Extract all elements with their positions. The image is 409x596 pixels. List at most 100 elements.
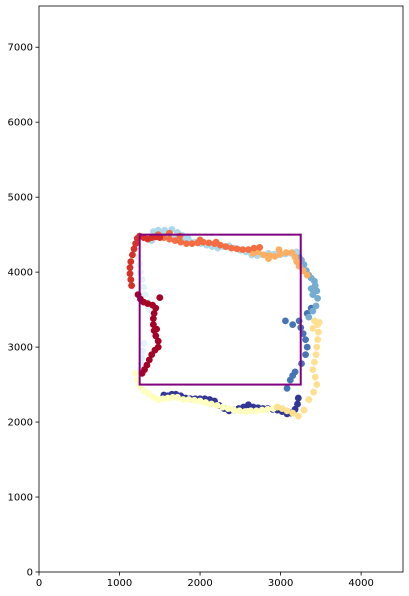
data-point: [303, 343, 311, 351]
data-point: [169, 393, 177, 401]
data-point: [309, 307, 317, 315]
data-point: [222, 243, 230, 251]
data-point: [224, 405, 232, 412]
x-tick-label: 2000: [187, 578, 212, 589]
data-point: [309, 366, 317, 373]
data-point: [188, 240, 196, 248]
data-point: [239, 246, 247, 254]
data-point: [309, 291, 317, 299]
y-tick-label: 4000: [8, 268, 33, 279]
data-point: [145, 356, 153, 364]
y-axis: 0 1000 2000 3000 4000 5000 6000 7000: [8, 43, 39, 579]
data-point: [264, 405, 272, 413]
x-tick-label: 1000: [107, 578, 132, 589]
data-point: [315, 318, 323, 326]
data-point: [207, 400, 215, 408]
data-point: [265, 255, 272, 263]
data-point: [305, 396, 313, 403]
data-point: [256, 243, 264, 251]
data-point: [289, 321, 297, 329]
data-point: [184, 234, 192, 242]
y-tick-label: 6000: [8, 118, 33, 129]
data-point: [126, 264, 134, 272]
data-point: [145, 390, 152, 397]
data-point: [191, 396, 198, 404]
data-point: [241, 408, 249, 415]
data-point: [247, 407, 255, 415]
data-point: [205, 239, 213, 247]
data-point: [132, 369, 140, 377]
data-point: [309, 324, 317, 332]
data-point: [153, 325, 160, 333]
data-point: [140, 283, 148, 291]
data-point: [312, 302, 320, 310]
data-point: [196, 397, 204, 405]
data-point: [303, 271, 311, 279]
data-point: [127, 276, 135, 284]
data-point: [289, 409, 297, 417]
y-tick-label: 3000: [8, 343, 33, 354]
data-point: [150, 309, 158, 317]
x-tick-label: 3000: [268, 578, 293, 589]
region-outline: [138, 233, 302, 386]
data-point: [212, 238, 220, 246]
data-point: [177, 238, 185, 246]
data-point: [126, 270, 134, 278]
data-point: [282, 317, 289, 325]
data-point: [166, 235, 173, 243]
data-points: [126, 226, 323, 420]
data-point: [307, 285, 315, 293]
data-point: [154, 337, 162, 345]
data-point: [302, 351, 309, 358]
data-point: [141, 291, 149, 299]
data-point: [253, 407, 260, 415]
series-10: [134, 291, 164, 377]
data-point: [228, 244, 235, 252]
data-point: [244, 246, 252, 254]
data-point: [314, 294, 322, 302]
region-rectangle: [138, 233, 302, 386]
data-point: [294, 400, 301, 408]
data-point: [171, 237, 179, 245]
data-point: [202, 399, 210, 406]
data-point: [236, 407, 243, 415]
y-tick-label: 7000: [8, 43, 33, 54]
plot-frame: [38, 5, 404, 573]
x-tick-label: 0: [36, 578, 42, 589]
data-point: [148, 351, 156, 358]
data-point: [315, 328, 322, 336]
data-point: [130, 245, 138, 253]
data-point: [179, 396, 187, 403]
data-point: [305, 313, 313, 321]
y-tick-label: 5000: [8, 193, 33, 204]
data-point: [174, 393, 181, 401]
data-point: [156, 294, 164, 302]
data-point: [314, 336, 322, 343]
data-point: [294, 394, 302, 402]
data-point: [311, 373, 319, 381]
data-point: [312, 351, 320, 358]
data-point: [302, 336, 309, 343]
data-point: [283, 407, 291, 415]
y-tick-label: 0: [27, 568, 33, 579]
data-point: [313, 381, 321, 388]
y-tick-label: 1000: [8, 493, 33, 504]
data-point: [129, 251, 136, 259]
data-point: [185, 396, 193, 403]
x-tick-label: 4000: [348, 578, 373, 589]
data-point: [310, 388, 318, 396]
data-point: [300, 406, 308, 414]
data-point: [313, 343, 321, 351]
data-point: [283, 384, 291, 392]
data-point: [294, 412, 302, 420]
data-point: [132, 240, 140, 248]
data-point: [258, 406, 266, 414]
series-1: [282, 304, 315, 392]
data-point: [152, 304, 160, 312]
data-point: [260, 251, 268, 259]
y-tick-label: 2000: [8, 418, 33, 429]
data-point: [140, 339, 148, 347]
data-point: [311, 358, 318, 366]
